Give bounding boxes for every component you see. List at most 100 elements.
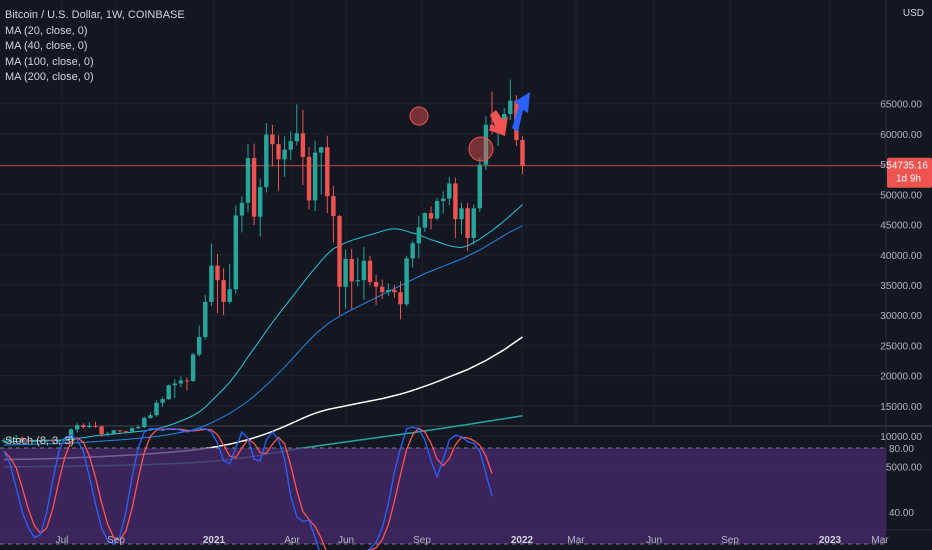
time-tick-label: Apr	[284, 535, 300, 546]
candle-77	[471, 204, 476, 245]
countdown-label: 1d 9h	[896, 174, 921, 185]
candle-47	[288, 131, 293, 160]
candle-61	[373, 274, 379, 305]
time-tick-label: 2022	[511, 535, 534, 546]
ma-200-legend[interactable]: MA (200, close, 0)	[5, 71, 94, 83]
candle-35	[215, 254, 220, 314]
ma-20-legend[interactable]: MA (20, close, 0)	[5, 24, 88, 37]
candle-body	[428, 213, 434, 219]
candle-body	[7, 439, 13, 441]
candle-body	[392, 289, 397, 293]
price-axis[interactable]: 65000.0060000.0055000.0050000.0045000.00…	[880, 100, 932, 519]
candle-46	[282, 136, 287, 177]
candle-body	[166, 385, 171, 400]
candle-14	[87, 422, 92, 429]
time-tick-label: 2023	[819, 535, 842, 546]
candle-66	[404, 255, 409, 307]
candle-body	[245, 158, 251, 203]
candle-53	[325, 135, 330, 214]
candle-body	[300, 133, 306, 157]
candle-body	[160, 399, 165, 403]
annotations	[409, 92, 530, 162]
candle-80	[489, 91, 495, 135]
candle-49	[300, 109, 306, 186]
ma-40-legend[interactable]: MA (40, close, 0)	[5, 40, 88, 52]
ma-20-line	[3, 204, 523, 443]
candle-body	[410, 243, 415, 259]
candle-body	[398, 292, 403, 305]
candle-body	[447, 183, 452, 199]
candle-body	[453, 183, 458, 220]
stoch-tick-label: 80.00	[889, 444, 914, 455]
candle-body	[197, 336, 202, 355]
candle-74	[453, 177, 458, 238]
candle-body	[44, 440, 49, 442]
candle-26	[160, 396, 165, 408]
highlight-circle-top	[409, 106, 429, 126]
price-tick-label: 40000.00	[880, 251, 922, 262]
time-tick-label: Jun	[338, 535, 354, 546]
candle-body	[148, 415, 153, 418]
candle-13	[81, 423, 86, 429]
candle-body	[386, 289, 391, 293]
time-tick-label: Sep	[413, 535, 431, 546]
candle-76	[465, 202, 470, 252]
candle-body	[459, 208, 464, 220]
candle-44	[270, 124, 275, 167]
stoch-k-line	[3, 426, 493, 550]
candle-39	[239, 196, 245, 233]
candle-71	[434, 197, 440, 221]
candle-body	[215, 265, 220, 281]
candle-27	[166, 384, 171, 400]
candle-67	[410, 240, 415, 268]
currency-label[interactable]: USD	[902, 8, 924, 19]
symbol-title[interactable]: Bitcoin / U.S. Dollar, 1W, COINBASE	[5, 9, 185, 21]
candle-22	[136, 425, 141, 429]
candle-body	[93, 425, 98, 427]
stoch-legend[interactable]: Stoch (8, 3, 3)	[5, 435, 75, 447]
price-tick-label: 45000.00	[880, 221, 922, 232]
candle-body	[227, 289, 232, 302]
candle-85	[520, 136, 525, 175]
candle-42	[258, 178, 263, 237]
candle-body	[282, 149, 287, 160]
candle-body	[117, 430, 123, 432]
candle-11	[68, 428, 74, 440]
candle-54	[331, 185, 336, 243]
candle-body	[190, 354, 196, 382]
candle-body	[465, 208, 470, 238]
time-tick-label: Jul	[56, 535, 69, 546]
candle-8	[50, 438, 55, 442]
candle-9	[56, 439, 62, 443]
candle-65	[398, 281, 403, 320]
candle-58	[355, 257, 360, 287]
candle-body	[489, 124, 495, 129]
candle-37	[227, 263, 232, 304]
time-axis[interactable]: Jul Sep 2021 Apr Jun Sep 2022 Mar Jun Sep 2023 Mar	[56, 535, 890, 546]
candle-body	[251, 158, 257, 217]
ma-100-legend[interactable]: MA (100, close, 0)	[5, 55, 94, 68]
candle-body	[172, 383, 177, 386]
candle-50	[306, 147, 312, 210]
candle-20	[123, 430, 129, 433]
candle-body	[312, 152, 318, 201]
candle-body	[142, 417, 147, 428]
price-tick-label: 60000.00	[880, 130, 922, 141]
candle-body	[26, 440, 31, 442]
candle-body	[343, 259, 348, 287]
candle-body	[276, 144, 281, 160]
candle-body	[337, 216, 342, 287]
candle-body	[178, 380, 184, 384]
candle-52	[319, 146, 324, 195]
candle-body	[129, 428, 135, 432]
candle-body	[331, 196, 336, 217]
candle-2	[14, 434, 19, 441]
time-tick-label: Sep	[107, 535, 125, 546]
candle-body	[154, 402, 159, 416]
price-tick-label: 50000.00	[880, 190, 922, 201]
candle-69	[422, 212, 428, 232]
candle-7	[44, 439, 49, 443]
candle-48	[294, 104, 299, 146]
candle-body	[441, 198, 446, 201]
